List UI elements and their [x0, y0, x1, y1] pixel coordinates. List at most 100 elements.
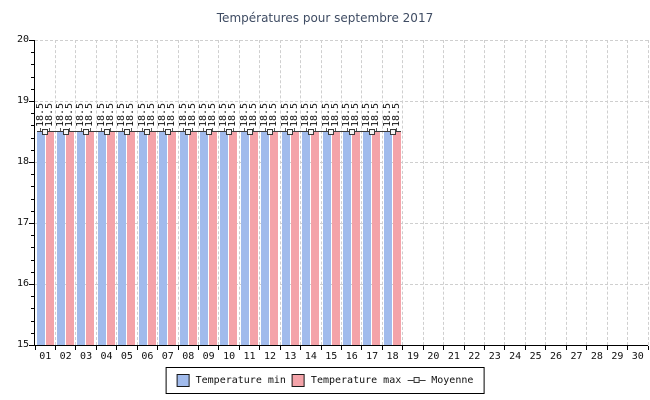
legend: Temperature min Temperature max Moyenne [165, 367, 485, 394]
bar-temperature-max [188, 131, 197, 345]
x-axis-label: 14 [304, 351, 317, 362]
y-axis-minor-tick [31, 186, 34, 188]
x-axis-tick [504, 346, 506, 350]
bar-temperature-max [331, 131, 340, 345]
x-axis-label: 04 [100, 351, 113, 362]
bar-label-leader [326, 127, 328, 132]
bar-label-leader [355, 127, 357, 132]
y-axis-minor-tick [31, 113, 34, 115]
bar-value-label: 18.5 [125, 102, 137, 127]
x-axis-tick [238, 346, 240, 350]
bar-temperature-max [229, 131, 238, 345]
bar-label-leader [192, 127, 194, 132]
bar-value-label: 18.5 [206, 102, 218, 127]
bar-label-leader [171, 127, 173, 132]
x-axis-label: 01 [39, 351, 52, 362]
bar-value-label: 18.5 [104, 102, 116, 127]
y-axis-label: 15 [16, 339, 29, 350]
x-axis-label: 18 [386, 351, 399, 362]
x-axis-tick [463, 346, 465, 350]
moyenne-marker [348, 128, 355, 135]
bar-value-label: 18.5 [145, 102, 157, 127]
y-axis-major-tick [29, 284, 34, 285]
x-axis-tick [218, 346, 220, 350]
y-axis-major-tick [29, 40, 34, 41]
y-axis-minor-tick [31, 210, 34, 212]
bar-value-label: 18.5 [63, 102, 75, 127]
x-axis-label: 24 [509, 351, 522, 362]
x-axis-tick [75, 346, 77, 350]
legend-moyenne-square-marker [413, 377, 420, 383]
y-axis-major-tick [29, 162, 34, 163]
bar-label-leader [80, 127, 82, 132]
bar-temperature-min [383, 131, 392, 345]
bar-label-leader [244, 127, 246, 132]
bar-value-label: 18.5 [186, 102, 198, 127]
bar-label-leader [130, 127, 132, 132]
x-axis-label: 29 [611, 351, 624, 362]
moyenne-marker [287, 128, 294, 135]
legend-label-temperature-max: Temperature max [310, 375, 402, 386]
bar-label-leader [121, 127, 123, 132]
bar-temperature-min [261, 131, 270, 345]
moyenne-marker [185, 128, 192, 135]
y-axis-label: 19 [16, 95, 29, 106]
y-axis-minor-tick [31, 332, 34, 334]
gridline-vertical [116, 40, 118, 345]
x-axis-tick [402, 346, 404, 350]
y-axis-major-tick [29, 223, 34, 224]
bar-label-leader [264, 127, 266, 132]
moyenne-marker [389, 128, 396, 135]
x-axis-label: 11 [243, 351, 256, 362]
x-axis-tick [300, 346, 302, 350]
bar-label-leader [375, 127, 377, 132]
gridline-vertical [606, 40, 608, 345]
legend-label-moyenne: Moyenne [431, 375, 474, 386]
x-axis-label: 22 [468, 351, 481, 362]
x-axis-tick [279, 346, 281, 350]
bar-label-leader [232, 127, 234, 132]
chart-title: Températures pour septembre 2017 [216, 11, 434, 25]
bar-temperature-min [199, 131, 208, 345]
bar-value-label: 18.5 [370, 102, 382, 127]
x-axis-tick [565, 346, 567, 350]
y-axis-minor-tick [31, 174, 34, 176]
bar-label-leader [101, 127, 103, 132]
moyenne-marker [144, 128, 151, 135]
y-axis-minor-tick [31, 271, 34, 273]
y-axis-label: 16 [16, 278, 29, 289]
bar-label-leader [89, 127, 91, 132]
bar-temperature-max [168, 131, 177, 345]
x-axis-tick [259, 346, 261, 350]
moyenne-marker [205, 128, 212, 135]
bar-label-leader [314, 127, 316, 132]
y-axis-label: 20 [16, 34, 29, 45]
gridline-vertical [320, 40, 322, 345]
bar-value-label: 18.5 [329, 102, 341, 127]
gridline-vertical [218, 40, 220, 345]
gridline-vertical [279, 40, 281, 345]
bar-temperature-min [56, 131, 65, 345]
gridline-vertical [463, 40, 465, 345]
bar-label-leader [396, 127, 398, 132]
y-axis-minor-tick [31, 137, 34, 139]
x-axis-tick [606, 346, 608, 350]
bar-value-label: 18.5 [227, 102, 239, 127]
bar-label-leader [346, 127, 348, 132]
bar-temperature-min [220, 131, 229, 345]
bar-temperature-max [208, 131, 217, 345]
gridline-vertical [504, 40, 506, 345]
bar-temperature-max [311, 131, 320, 345]
bar-label-leader [183, 127, 185, 132]
bar-label-leader [142, 127, 144, 132]
gridline-vertical [300, 40, 302, 345]
y-axis-minor-tick [31, 76, 34, 78]
gridline-vertical [361, 40, 363, 345]
bar-temperature-min [97, 131, 106, 345]
x-axis-tick [422, 346, 424, 350]
x-axis-label: 12 [263, 351, 276, 362]
bar-temperature-max [352, 131, 360, 345]
x-axis-tick [54, 346, 56, 350]
bar-temperature-min [138, 131, 147, 345]
